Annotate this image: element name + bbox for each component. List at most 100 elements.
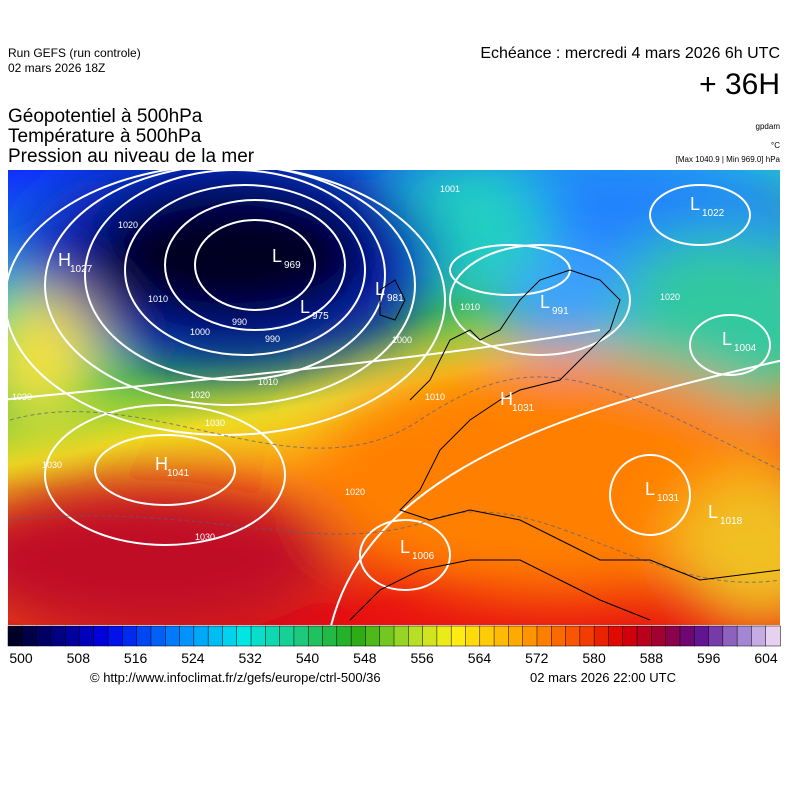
colorbar-swatch [79, 625, 95, 647]
center-letter: L [645, 479, 655, 499]
colorbar-swatch [679, 625, 695, 647]
isobar-label: 1000 [190, 327, 210, 337]
colorbar-swatch [593, 625, 610, 647]
center-value: 1041 [167, 468, 190, 479]
isobar-label: 1010 [258, 377, 278, 387]
colorbar-swatch [122, 625, 138, 647]
colorbar-swatch [422, 625, 438, 647]
colorbar-swatch [722, 625, 738, 647]
lead-time: + 36H [699, 68, 780, 101]
colorbar-swatch [651, 625, 667, 647]
colorbar-swatch [22, 625, 38, 647]
center-value: 981 [387, 293, 404, 304]
isobar-label: 1030 [42, 460, 62, 470]
colorbar-swatch [236, 625, 252, 647]
colorbar-swatch [408, 625, 424, 647]
center-value: 1018 [720, 516, 743, 527]
colorbar-swatch [165, 625, 181, 647]
colorbar-swatch [250, 625, 267, 647]
colorbar-swatch [207, 625, 224, 647]
colorbar-swatch [565, 625, 581, 647]
echeance: Echéance : mercredi 4 mars 2026 6h UTC [480, 45, 780, 62]
isobar-label: 1030 [195, 532, 215, 542]
center-value: 1031 [657, 493, 680, 504]
isobar-label: 1010 [148, 294, 168, 304]
colorbar-tick-label: 540 [296, 650, 320, 666]
title: Pression au niveau de la mer [8, 146, 255, 167]
colorbar-swatch [365, 625, 381, 647]
center-value: 1022 [702, 208, 725, 219]
colorbar-tick-label: 524 [181, 650, 205, 666]
isobar-label: 1010 [460, 302, 480, 312]
colorbar-swatch [93, 625, 109, 647]
title: Géopotentiel à 500hPa [8, 106, 203, 127]
colorbar-swatch [479, 625, 495, 647]
isobar-label: 990 [232, 317, 247, 327]
colorbar-swatch [508, 625, 524, 647]
colorbar-swatch [522, 625, 538, 647]
colorbar-tick-label: 580 [582, 650, 606, 666]
center-value: 1006 [412, 551, 435, 562]
colorbar-tick-label: 572 [525, 650, 549, 666]
colorbar-swatch [579, 625, 595, 647]
colorbar-swatch [708, 625, 724, 647]
colorbar-swatch [279, 625, 295, 647]
colorbar-swatch [551, 625, 567, 647]
run-label: Run GEFS (run controle) [8, 46, 141, 60]
center-value: 991 [552, 306, 569, 317]
center-letter: L [272, 246, 282, 266]
colorbar-swatch [465, 625, 481, 647]
isobar-label: 1000 [392, 335, 412, 345]
center-letter: H [58, 250, 71, 270]
colorbar-tick-label: 588 [640, 650, 664, 666]
center-letter: L [722, 329, 732, 349]
colorbar-swatch [136, 625, 152, 647]
colorbar: 500 508 516 524 532 540 548 556 564 572 580 588 596 6… [7, 625, 781, 666]
center-letter: H [155, 454, 168, 474]
colorbar-swatch [36, 625, 52, 647]
colorbar-tick-label: 500 [9, 650, 33, 666]
colorbar-swatch [393, 625, 410, 647]
issued-date: 02 mars 2026 22:00 UTC [530, 670, 676, 685]
colorbar-swatch [193, 625, 209, 647]
center-letter: L [375, 279, 385, 299]
isobar-label: 1030 [205, 418, 225, 428]
colorbar-swatch [50, 625, 66, 647]
colorbar-swatch [636, 625, 653, 647]
isobar-label: 1030 [12, 392, 32, 402]
colorbar-swatch [765, 625, 781, 647]
center-value: 969 [284, 260, 301, 271]
colorbar-tick-label: 532 [239, 650, 263, 666]
colorbar-swatch [436, 625, 452, 647]
center-letter: L [708, 502, 718, 522]
colorbar-swatch [336, 625, 352, 647]
colorbar-swatch [179, 625, 195, 647]
center-value: 1004 [734, 343, 757, 354]
colorbar-swatch [608, 625, 624, 647]
center-letter: L [400, 537, 410, 557]
source-url: © http://www.infoclimat.fr/z/gefs/europe… [90, 670, 381, 685]
colorbar-swatch [665, 625, 681, 647]
colorbar-swatch [7, 625, 24, 647]
title: Température à 500hPa [8, 126, 202, 147]
colorbar-swatch [536, 625, 553, 647]
colorbar-swatch [736, 625, 753, 647]
isobar-label: 1020 [345, 487, 365, 497]
colorbar-tick-label: 548 [353, 650, 377, 666]
colorbar-swatch [265, 625, 281, 647]
run-date: 02 mars 2026 18Z [8, 61, 106, 75]
colorbar-swatch [107, 625, 124, 647]
colorbar-swatch [222, 625, 238, 647]
center-letter: L [690, 194, 700, 214]
colorbar-swatch [379, 625, 395, 647]
map-field [8, 170, 780, 625]
colorbar-tick-label: 516 [124, 650, 148, 666]
colorbar-swatch [693, 625, 710, 647]
colorbar-swatch [622, 625, 638, 647]
isobar-label: 990 [265, 334, 280, 344]
isobar-label: 1020 [660, 292, 680, 302]
colorbar-swatch [493, 625, 510, 647]
colorbar-tick-label: 596 [697, 650, 721, 666]
